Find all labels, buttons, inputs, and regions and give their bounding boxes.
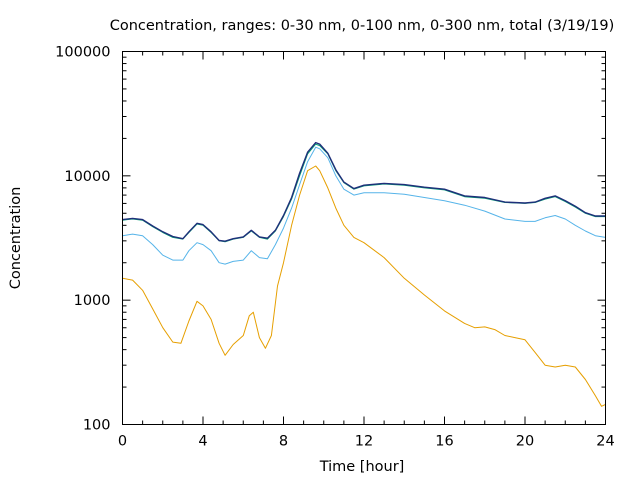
x-tick-label: 12 — [355, 434, 373, 450]
chart-title: Concentration, ranges: 0-30 nm, 0-100 nm… — [110, 18, 615, 34]
x-tick-label: 4 — [198, 434, 207, 450]
x-tick-label: 24 — [596, 434, 614, 450]
series-line-1 — [122, 165, 606, 407]
y-tick-label: 100 — [83, 418, 111, 434]
series-layer — [122, 141, 606, 407]
x-tick-label: 8 — [279, 434, 288, 450]
x-tick-label: 0 — [118, 434, 127, 450]
x-tick-label: 16 — [435, 434, 453, 450]
y-tick-label: 10000 — [64, 169, 110, 185]
series-line-4 — [122, 141, 606, 242]
series-line-2 — [122, 146, 606, 265]
x-tick-label: 20 — [516, 434, 534, 450]
x-axis-label: Time [hour] — [319, 459, 405, 475]
y-axis-label: Concentration — [8, 187, 24, 290]
y-tick-label: 100000 — [55, 45, 110, 61]
y-tick-label: 1000 — [74, 293, 111, 309]
plot-frame — [122, 51, 606, 425]
ticks-layer: 0 4 8 12 16 20 24 100 1000 10000 100000 — [55, 45, 615, 450]
